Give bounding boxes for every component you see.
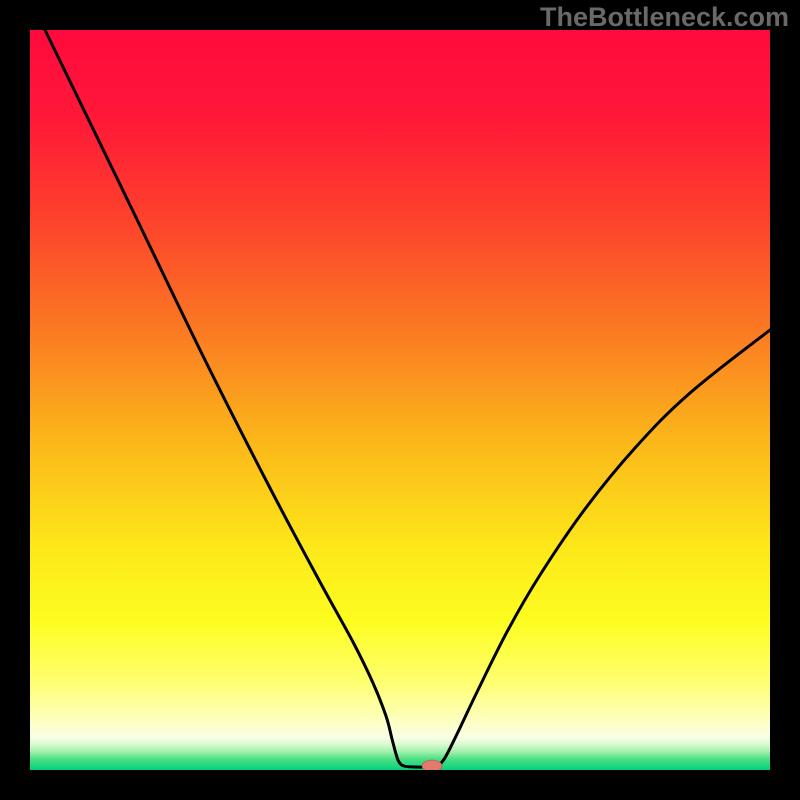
gradient-bg [30,30,770,770]
min-marker [422,760,442,770]
plot-area [30,30,770,770]
watermark-text: TheBottleneck.com [540,2,789,33]
chart-svg [30,30,770,770]
